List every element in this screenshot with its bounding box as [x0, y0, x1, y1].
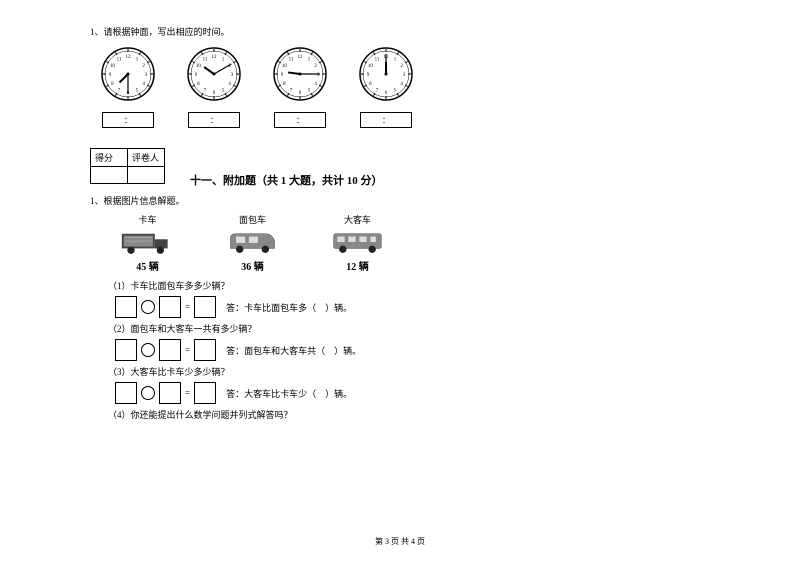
vehicle-count-1: 36 辆: [241, 258, 264, 273]
score-cell-2[interactable]: [128, 167, 165, 184]
equation-row-1: = 答：卡车比面包车多（ ）辆。: [115, 296, 710, 318]
vehicles-row: 卡车 45 辆面包车 36 辆大客车 12 辆: [120, 213, 710, 273]
eq-sign-2: =: [185, 345, 190, 355]
eq-sign-1: =: [185, 302, 190, 312]
clock-answer-3[interactable]: ：: [274, 112, 326, 128]
svg-text:11: 11: [289, 57, 294, 62]
svg-text:11: 11: [117, 57, 122, 62]
score-header-1: 得分: [91, 149, 128, 167]
eq-op-2[interactable]: [141, 343, 155, 357]
clock-4: 121234567891011 ：: [358, 46, 414, 128]
eq-box-a-2[interactable]: [115, 339, 137, 361]
eq-box-c-3[interactable]: [194, 382, 216, 404]
svg-text:12: 12: [212, 55, 218, 60]
eq-box-b-1[interactable]: [159, 296, 181, 318]
q1-prompt: 1、请根据钟面，写出相应的时间。: [90, 25, 710, 38]
eq-box-b-2[interactable]: [159, 339, 181, 361]
q2-parts: （1）卡车比面包车多多少辆？ = 答：卡车比面包车多（ ）辆。 （2）面包车和大客…: [90, 279, 710, 421]
eq-op-1[interactable]: [141, 300, 155, 314]
clock-answer-1[interactable]: ：: [102, 112, 154, 128]
eq-op-3[interactable]: [141, 386, 155, 400]
svg-text:12: 12: [298, 55, 304, 60]
clock-answer-2[interactable]: ：: [188, 112, 240, 128]
eq-box-c-1[interactable]: [194, 296, 216, 318]
eq-answer-3: 答：大客车比卡车少（ ）辆。: [226, 387, 352, 400]
eq-box-a-3[interactable]: [115, 382, 137, 404]
page-footer: 第 3 页 共 4 页: [0, 536, 800, 547]
vehicle-count-2: 12 辆: [346, 258, 369, 273]
vehicle-name-2: 大客车: [344, 213, 371, 226]
svg-text:11: 11: [203, 57, 208, 62]
svg-text:11: 11: [375, 57, 380, 62]
clock-3: 121234567891011 ：: [272, 46, 328, 128]
equation-row-3: = 答：大客车比卡车少（ ）辆。: [115, 382, 710, 404]
vehicle-name-1: 面包车: [239, 213, 266, 226]
eq-answer-1: 答：卡车比面包车多（ ）辆。: [226, 301, 352, 314]
vehicle-truck: 卡车 45 辆: [120, 213, 175, 273]
score-table: 得分 评卷人: [90, 148, 165, 184]
clock-answer-4[interactable]: ：: [360, 112, 412, 128]
part-label-2: （2）面包车和大客车一共有多少辆？: [108, 322, 710, 335]
svg-text:10: 10: [368, 64, 374, 69]
eq-sign-3: =: [185, 388, 190, 398]
clock-1: 121234567891011 ：: [100, 46, 156, 128]
part-label-1: （1）卡车比面包车多多少辆？: [108, 279, 710, 292]
vehicle-bus: 大客车 12 辆: [330, 213, 385, 273]
clock-2: 121234567891011 ：: [186, 46, 242, 128]
score-cell-1[interactable]: [91, 167, 128, 184]
score-header-2: 评卷人: [128, 149, 165, 167]
eq-box-b-3[interactable]: [159, 382, 181, 404]
clock-row: 121234567891011 ： 121234567891011 ： 1212…: [100, 46, 710, 128]
svg-text:12: 12: [126, 55, 132, 60]
vehicle-count-0: 45 辆: [136, 258, 159, 273]
section-title: 十一、附加题（共 1 大题，共计 10 分）: [190, 172, 710, 188]
svg-text:10: 10: [282, 64, 288, 69]
part-label-4: （4）你还能提出什么数学问题并列式解答吗？: [108, 408, 710, 421]
equation-row-2: = 答：面包车和大客车共（ ）辆。: [115, 339, 710, 361]
part-label-3: （3）大客车比卡车少多少辆？: [108, 365, 710, 378]
q2-prompt: 1、根据图片信息解题。: [90, 194, 710, 207]
svg-text:10: 10: [196, 64, 202, 69]
vehicle-name-0: 卡车: [138, 213, 156, 226]
eq-answer-2: 答：面包车和大客车共（ ）辆。: [226, 344, 361, 357]
vehicle-van: 面包车 36 辆: [225, 213, 280, 273]
eq-box-a-1[interactable]: [115, 296, 137, 318]
eq-box-c-2[interactable]: [194, 339, 216, 361]
svg-text:10: 10: [110, 64, 116, 69]
